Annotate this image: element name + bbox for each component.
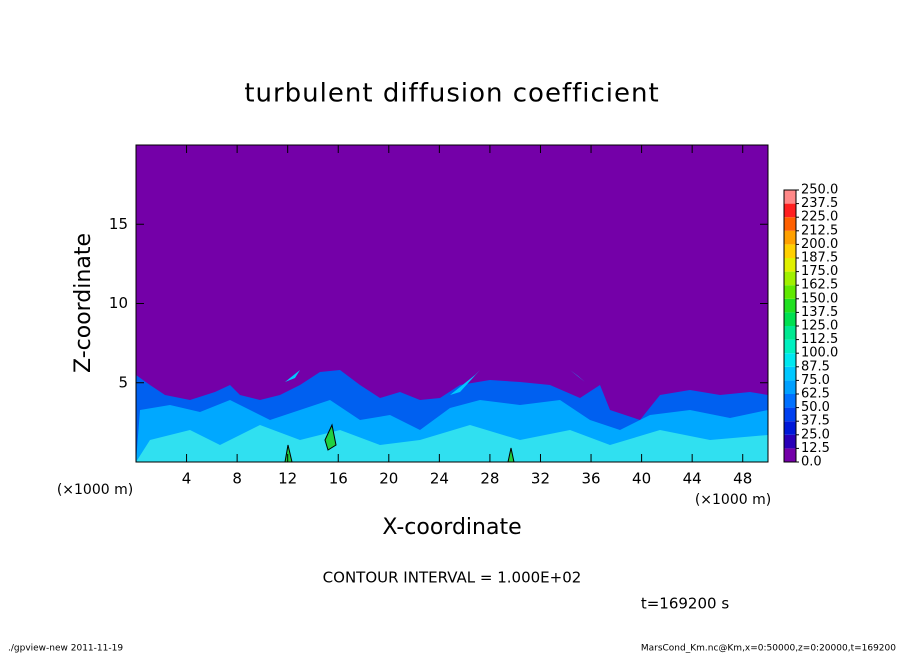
colorbar-band <box>784 285 796 299</box>
x-tick-label: 24 <box>430 470 449 488</box>
colorbar-band <box>784 203 796 218</box>
colorbar-band <box>784 434 796 449</box>
x-tick-label: 48 <box>733 470 752 488</box>
x-tick-label: 36 <box>581 470 600 488</box>
colorbar-band <box>784 217 796 231</box>
colorbar-label: 175.0 <box>801 264 838 279</box>
annotation: t=169200 s <box>641 595 729 613</box>
colorbar-label: 12.5 <box>801 441 830 456</box>
colorbar-band <box>784 326 796 340</box>
y-axis-label: Z-coordinate <box>71 233 96 373</box>
colorbar-band <box>784 366 796 381</box>
colorbar-band <box>784 353 796 367</box>
x-tick-label: 16 <box>329 470 348 488</box>
y-unit: (×1000 m) <box>57 482 133 498</box>
x-tick-label: 40 <box>632 470 651 488</box>
annotation: CONTOUR INTERVAL = 1.000E+02 <box>323 569 582 587</box>
y-tick-label: 15 <box>109 215 128 233</box>
colorbar-label: 125.0 <box>801 319 838 334</box>
colorbar-label: 87.5 <box>801 359 830 374</box>
colorbar-band <box>784 190 796 204</box>
x-tick-label: 12 <box>278 470 297 488</box>
y-tick-label: 5 <box>118 373 128 391</box>
colorbar-label: 0.0 <box>801 455 822 470</box>
colorbar-band <box>784 244 796 258</box>
colorbar-band <box>784 407 796 422</box>
colorbar-band <box>784 339 796 354</box>
colorbar-label: 137.5 <box>801 305 838 320</box>
colorbar-band <box>784 448 796 462</box>
footer: MarsCond_Km.nc@Km,x=0:50000,z=0:20000,t=… <box>641 644 896 654</box>
colorbar-band <box>784 258 796 272</box>
x-tick-label: 20 <box>379 470 398 488</box>
x-tick-label: 44 <box>683 470 702 488</box>
colorbar-label: 25.0 <box>801 427 830 442</box>
x-tick-label: 4 <box>182 470 192 488</box>
y-tick-label: 10 <box>109 294 128 312</box>
chart-title: turbulent diffusion coefficient <box>244 79 659 109</box>
colorbar-label: 187.5 <box>801 251 838 266</box>
field <box>136 145 768 463</box>
colorbar-band <box>784 271 796 286</box>
colorbar-label: 62.5 <box>801 387 830 402</box>
colorbar-label: 200.0 <box>801 237 838 252</box>
colorbar-label: 37.5 <box>801 414 830 429</box>
colorbar-label: 237.5 <box>801 196 838 211</box>
colorbar-label: 50.0 <box>801 400 830 415</box>
x-tick-label: 32 <box>531 470 550 488</box>
colorbar-label: 150.0 <box>801 291 838 306</box>
x-tick-label: 28 <box>480 470 499 488</box>
colorbar-band <box>784 312 796 326</box>
field-shape <box>136 425 768 462</box>
footer: ./gpview-new 2011-11-19 <box>8 644 123 654</box>
colorbar-band <box>784 394 796 408</box>
colorbar-band <box>784 380 796 394</box>
colorbar-label: 112.5 <box>801 332 838 347</box>
x-axis-label: X-coordinate <box>382 515 521 540</box>
colorbar-label: 162.5 <box>801 278 838 293</box>
colorbar-label: 250.0 <box>801 183 838 198</box>
colorbar-label: 100.0 <box>801 346 838 361</box>
colorbar-label: 212.5 <box>801 223 838 238</box>
x-unit: (×1000 m) <box>695 492 771 508</box>
colorbar-label: 75.0 <box>801 373 830 388</box>
colorbar-label: 225.0 <box>801 210 838 225</box>
colorbar-band <box>784 298 796 313</box>
colorbar-band <box>784 421 796 435</box>
x-tick-label: 8 <box>232 470 242 488</box>
colorbar-band <box>784 230 796 245</box>
